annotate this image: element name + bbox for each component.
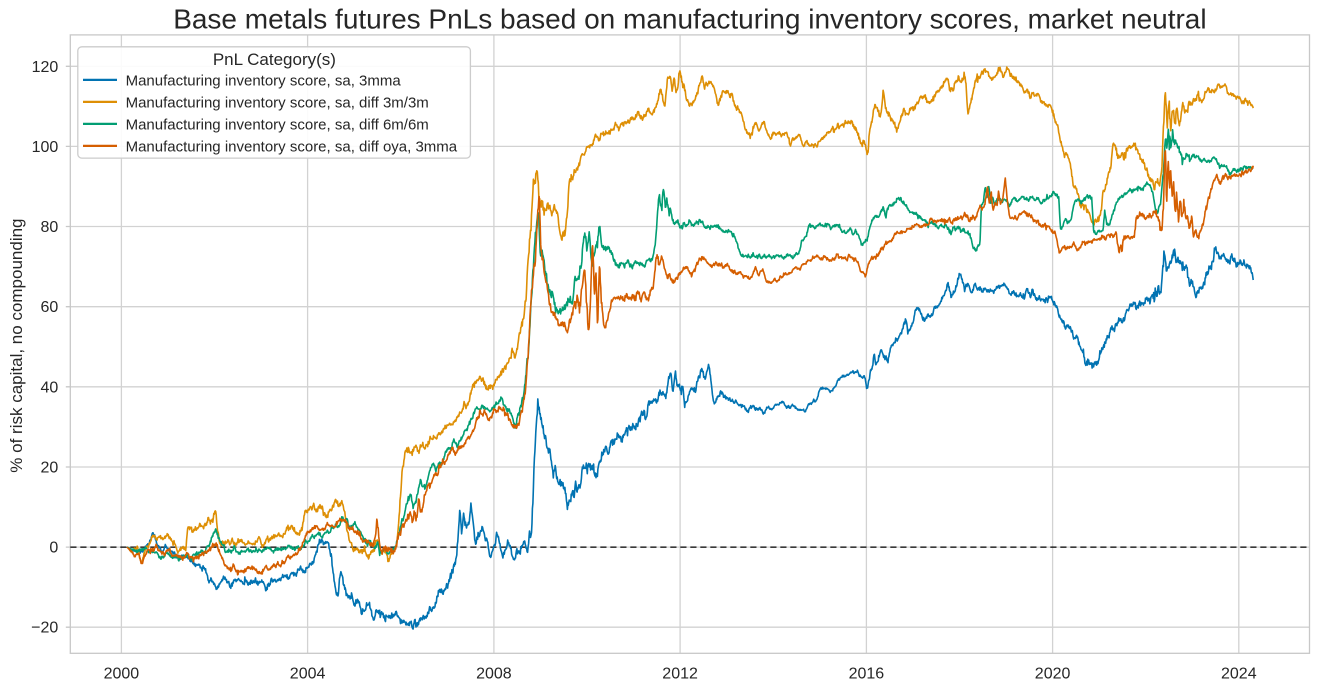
svg-text:2008: 2008 [476, 666, 512, 683]
svg-text:Manufacturing inventory score,: Manufacturing inventory score, sa, diff … [126, 139, 458, 156]
svg-text:20: 20 [41, 460, 59, 477]
svg-text:2016: 2016 [849, 666, 885, 683]
svg-text:−20: −20 [31, 620, 58, 637]
svg-text:100: 100 [32, 139, 59, 156]
svg-text:2020: 2020 [1035, 666, 1071, 683]
svg-text:60: 60 [41, 299, 59, 316]
svg-text:% of risk capital, no compound: % of risk capital, no compounding [7, 218, 26, 472]
svg-text:Manufacturing inventory score,: Manufacturing inventory score, sa, 3mma [126, 73, 402, 90]
svg-text:PnL Category(s): PnL Category(s) [213, 50, 336, 69]
svg-text:2000: 2000 [104, 666, 140, 683]
svg-text:0: 0 [49, 540, 58, 557]
svg-text:Manufacturing inventory score,: Manufacturing inventory score, sa, diff … [126, 95, 429, 112]
svg-text:40: 40 [41, 379, 59, 396]
svg-text:2024: 2024 [1221, 666, 1257, 683]
svg-text:80: 80 [41, 219, 59, 236]
svg-text:Base metals futures PnLs based: Base metals futures PnLs based on manufa… [173, 3, 1206, 34]
svg-text:2004: 2004 [290, 666, 326, 683]
svg-text:2012: 2012 [662, 666, 698, 683]
svg-text:120: 120 [32, 59, 59, 76]
svg-text:Manufacturing inventory score,: Manufacturing inventory score, sa, diff … [126, 117, 429, 134]
